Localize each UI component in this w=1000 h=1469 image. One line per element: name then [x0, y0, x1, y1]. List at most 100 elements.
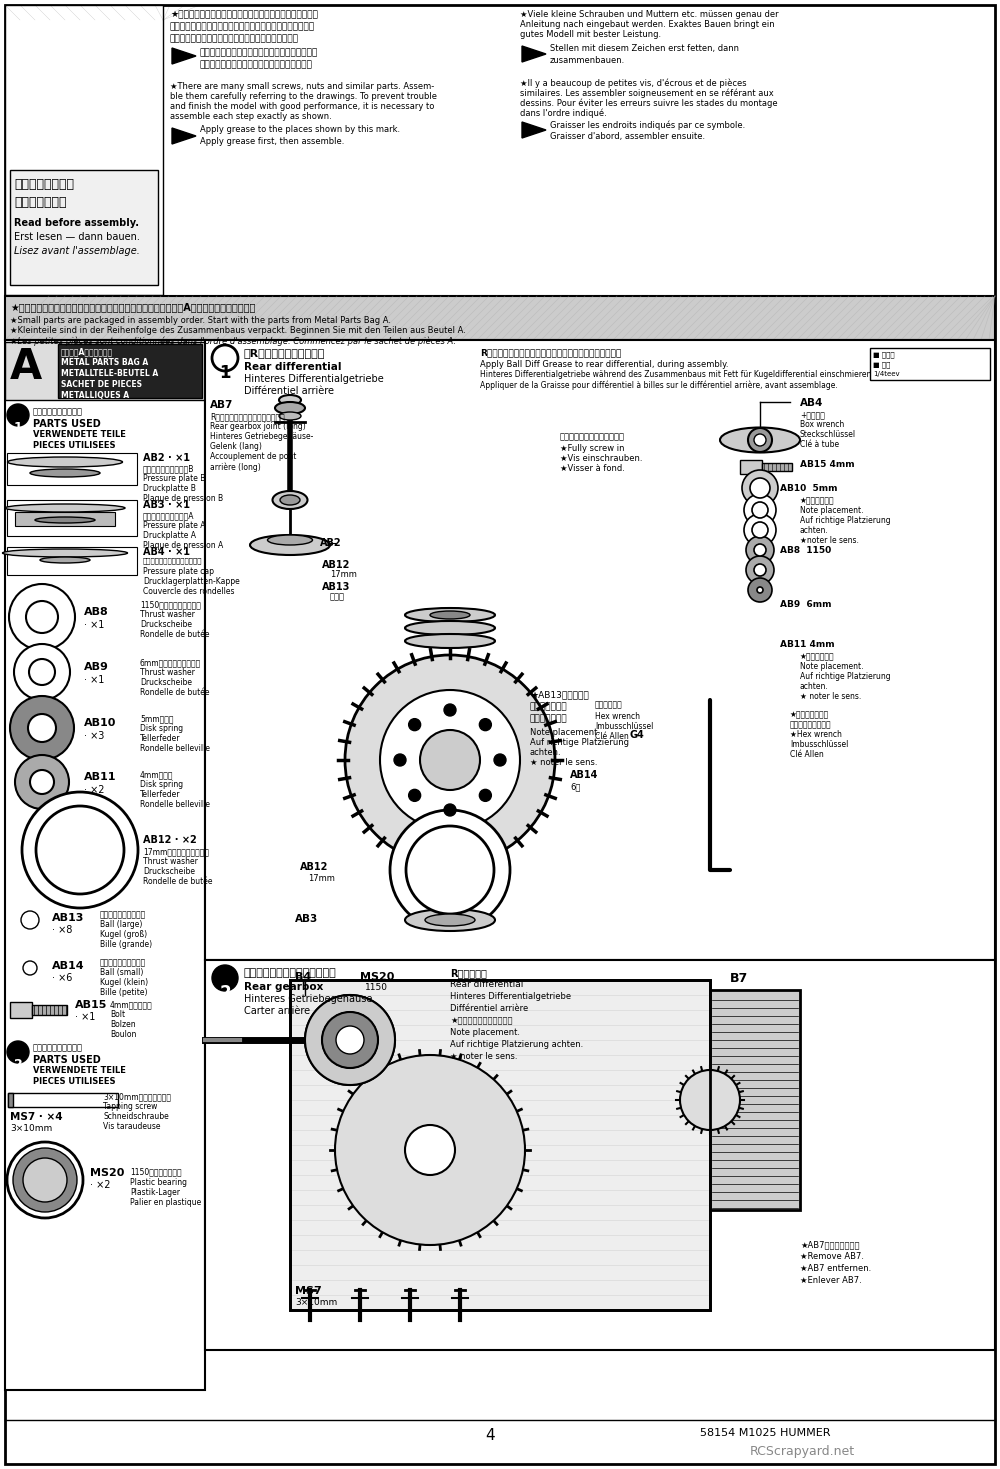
Text: AB2: AB2 — [320, 538, 342, 548]
Ellipse shape — [30, 469, 100, 477]
Circle shape — [7, 1141, 83, 1218]
Circle shape — [23, 961, 37, 975]
Text: Plastik-Lager: Plastik-Lager — [130, 1188, 180, 1197]
Circle shape — [444, 704, 456, 715]
Text: Clé Allen: Clé Allen — [595, 732, 629, 740]
Text: Box wrench: Box wrench — [800, 420, 844, 429]
Bar — [8, 1093, 118, 1108]
Text: achten.: achten. — [800, 526, 829, 535]
Text: Plaque de pression B: Plaque de pression B — [143, 494, 223, 502]
Ellipse shape — [405, 909, 495, 931]
Text: Hinteres Differentialgetriebe: Hinteres Differentialgetriebe — [450, 992, 571, 1000]
Text: （Rボールデフのみかた）: （Rボールデフのみかた） — [244, 348, 325, 358]
Bar — [32, 1005, 67, 1015]
Text: AB10: AB10 — [84, 718, 116, 729]
Ellipse shape — [40, 557, 90, 563]
Text: Druckplatte B: Druckplatte B — [143, 483, 196, 494]
Text: プレッシャープレートA: プレッシャープレートA — [143, 511, 194, 520]
Circle shape — [7, 1042, 29, 1064]
Text: Rondelle de butée: Rondelle de butée — [143, 877, 212, 886]
Text: ■ デフ: ■ デフ — [873, 361, 890, 367]
Circle shape — [406, 826, 494, 914]
Text: Druckscheibe: Druckscheibe — [140, 679, 192, 687]
Text: ★Les petites pièces sont conditionnées dans l'ordre d'assemblage. Commencez par : ★Les petites pièces sont conditionnées d… — [10, 336, 456, 345]
Ellipse shape — [405, 635, 495, 648]
Text: Read before assembly.: Read before assembly. — [14, 217, 139, 228]
Text: プレッシャープレートキャップ: プレッシャープレートキャップ — [143, 557, 202, 564]
Text: Hinteres Differentialgetriebe während des Zusammenbaus mit Fett für Kugeldiffere: Hinteres Differentialgetriebe während de… — [480, 370, 871, 379]
Circle shape — [744, 494, 776, 526]
Text: Erst lesen — dann bauen.: Erst lesen — dann bauen. — [14, 232, 140, 242]
Text: Note placement.: Note placement. — [450, 1028, 520, 1037]
Ellipse shape — [8, 457, 122, 467]
Text: · ×8: · ×8 — [52, 925, 72, 934]
Circle shape — [14, 643, 70, 701]
Bar — [5, 339, 205, 1390]
Text: Steckschlüssel: Steckschlüssel — [800, 430, 856, 439]
Circle shape — [29, 1163, 61, 1196]
Text: AB12: AB12 — [322, 560, 350, 570]
Circle shape — [36, 806, 124, 895]
Text: Thrust washer: Thrust washer — [140, 668, 195, 677]
Circle shape — [30, 770, 54, 795]
Text: ★Fully screw in: ★Fully screw in — [560, 444, 624, 452]
Text: PARTS USED: PARTS USED — [33, 419, 101, 429]
Text: G4: G4 — [630, 730, 645, 740]
Text: B7: B7 — [730, 972, 748, 986]
Circle shape — [409, 789, 421, 802]
Text: 1150プラベアリング: 1150プラベアリング — [130, 1166, 182, 1177]
Text: dans l'ordre indiqué.: dans l'ordre indiqué. — [520, 109, 607, 118]
Circle shape — [479, 718, 491, 730]
Text: Boulon: Boulon — [110, 1030, 136, 1039]
Text: AB13: AB13 — [322, 582, 350, 592]
Ellipse shape — [405, 608, 495, 621]
Text: ★ビス、ナットは組み立て順に袋に排されています。金属部品設Aから順にお使い下さい。: ★ビス、ナットは組み立て順に袋に排されています。金属部品設Aから順にお使い下さい… — [10, 303, 255, 311]
Bar — [7, 499, 137, 536]
Circle shape — [420, 730, 480, 790]
Text: ★向きに注意。: ★向きに注意。 — [800, 652, 835, 661]
Text: Différentiel arrière: Différentiel arrière — [450, 1003, 528, 1014]
Text: ★ noter le sens.: ★ noter le sens. — [800, 692, 861, 701]
Text: Auf richtige Platzierung achten.: Auf richtige Platzierung achten. — [450, 1040, 583, 1049]
Text: and finish the model with good performance, it is necessary to: and finish the model with good performan… — [170, 101, 434, 112]
Text: Hinteres Differentialgetriebe: Hinteres Differentialgetriebe — [244, 375, 384, 383]
Text: Druckscheibe: Druckscheibe — [143, 867, 195, 876]
Text: A: A — [10, 347, 42, 388]
Text: ★There are many small screws, nuts and similar parts. Assem-: ★There are many small screws, nuts and s… — [170, 82, 434, 91]
Text: ★Remove AB7.: ★Remove AB7. — [800, 1252, 864, 1260]
Circle shape — [742, 470, 778, 505]
Text: ★向きに注意。: ★向きに注意。 — [800, 497, 835, 505]
Circle shape — [744, 514, 776, 546]
Text: Pressure plate A: Pressure plate A — [143, 521, 206, 530]
Text: 金具部品Aを使用します: 金具部品Aを使用します — [61, 347, 113, 355]
Circle shape — [13, 1147, 77, 1212]
Text: arrière (long): arrière (long) — [210, 461, 261, 472]
Text: Accouplement de pont: Accouplement de pont — [210, 452, 296, 461]
Text: Carter arrière: Carter arrière — [244, 1006, 310, 1017]
Circle shape — [680, 1069, 740, 1130]
Text: AB3 · ×1: AB3 · ×1 — [143, 499, 190, 510]
Text: 4mm皿バネ: 4mm皿バネ — [140, 770, 174, 779]
Text: Stellen mit diesem Zeichen erst fetten, dann: Stellen mit diesem Zeichen erst fetten, … — [550, 44, 739, 53]
Text: 3×10mmタッピングビス: 3×10mmタッピングビス — [103, 1091, 171, 1100]
Text: zusammenbauen.: zusammenbauen. — [550, 56, 625, 65]
Bar — [762, 463, 792, 472]
Ellipse shape — [272, 491, 308, 508]
Text: ★AB13をおきない: ★AB13をおきない — [530, 690, 589, 699]
Text: ★Visser à fond.: ★Visser à fond. — [560, 464, 625, 473]
Text: Rear differential: Rear differential — [244, 361, 342, 372]
Text: 17mm: 17mm — [330, 570, 357, 579]
Circle shape — [26, 601, 58, 633]
Ellipse shape — [35, 517, 95, 523]
Text: Rボールデフのみたにはボールデフグリスを使用します。: Rボールデフのみたにはボールデフグリスを使用します。 — [480, 348, 621, 357]
Text: AB9  6mm: AB9 6mm — [780, 599, 832, 610]
Text: Différentiel arrière: Différentiel arrière — [244, 386, 334, 397]
Text: Graisser d'abord, assembler ensuite.: Graisser d'abord, assembler ensuite. — [550, 132, 705, 141]
Text: Apply grease to the places shown by this mark.: Apply grease to the places shown by this… — [200, 125, 400, 134]
Text: RCScrapyard.net: RCScrapyard.net — [750, 1445, 855, 1459]
Text: Note placement.: Note placement. — [800, 505, 864, 516]
Text: AB15 4mm: AB15 4mm — [800, 460, 855, 469]
Text: VERWENDETE TEILE: VERWENDETE TEILE — [33, 1066, 126, 1075]
Text: AB13: AB13 — [52, 914, 84, 923]
Text: Kugel (groß): Kugel (groß) — [100, 930, 147, 939]
